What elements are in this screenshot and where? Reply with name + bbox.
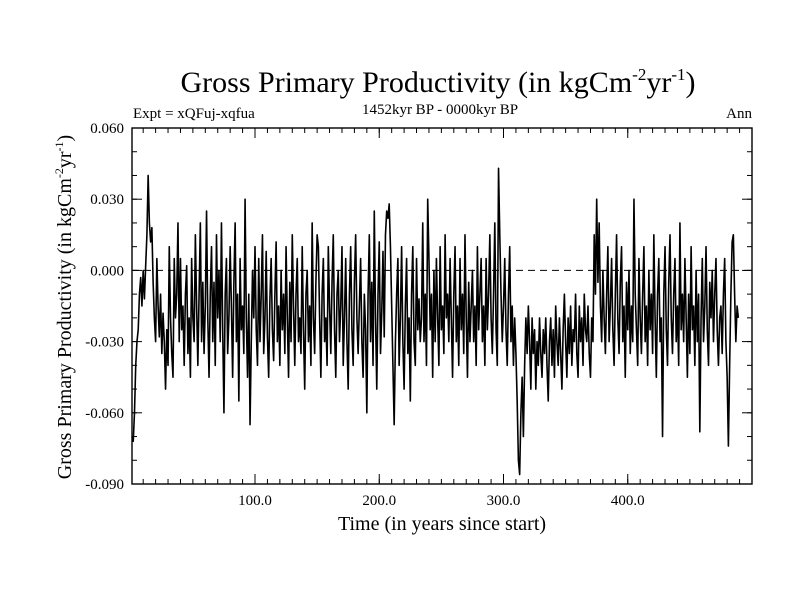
y-tick-label: 0.030 — [90, 192, 124, 208]
experiment-label: Expt = xQFuj-xqfua — [133, 106, 255, 122]
y-tick-label: 0.060 — [90, 121, 124, 137]
season-label: Ann — [726, 106, 752, 122]
y-tick-label: -0.060 — [85, 406, 124, 422]
y-tick-label: -0.030 — [85, 335, 124, 351]
x-tick-label: 100.0 — [238, 493, 272, 509]
y-tick-label: 0.000 — [90, 263, 124, 279]
x-axis-label: Time (in years since start) — [338, 513, 546, 535]
x-tick-label: 300.0 — [487, 493, 521, 509]
y-axis-label: Gross Primary Productivity (in kgCm-2yr-… — [52, 135, 76, 479]
time-range-label: 1452kyr BP - 0000kyr BP — [362, 102, 518, 118]
series-line — [131, 167, 740, 476]
x-tick-label: 200.0 — [362, 493, 396, 509]
y-tick-label: -0.090 — [85, 477, 124, 493]
chart-title: Gross Primary Productivity (in kgCm-2yr-… — [181, 65, 696, 99]
x-tick-label: 400.0 — [611, 493, 645, 509]
series-layer — [131, 167, 740, 476]
plot-frame — [131, 127, 753, 485]
